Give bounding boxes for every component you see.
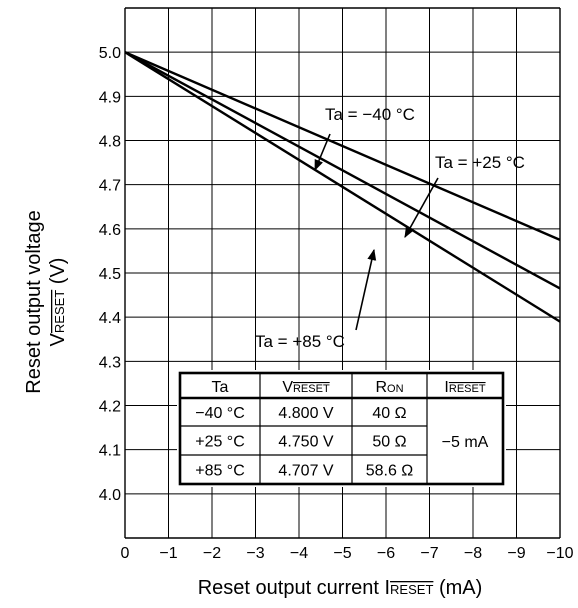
series-label-0: Ta = −40 °C	[325, 105, 415, 124]
x-tick-label-7: −7	[420, 545, 438, 562]
x-tick-label-2: −2	[203, 545, 221, 562]
y-tick-label-2: 4.2	[99, 399, 121, 416]
y-axis-ticks: 4.0 4.1 4.2 4.3 4.4 4.5 4.6 4.7 4.8 4.9 5.0	[99, 45, 121, 504]
table-header-main-0: Ta	[212, 379, 229, 396]
table-header-sub-1: RESET	[293, 383, 330, 395]
table-border	[178, 371, 505, 486]
x-axis-ticks: 0 −1 −2 −3 −4 −5 −6 −7 −8 −9 −10	[121, 545, 574, 562]
table-header-main-2: R	[375, 379, 387, 396]
y-tick-label-1: 4.1	[99, 443, 121, 460]
table-cell-1-0: +25 °C	[195, 434, 245, 451]
y-tick-label-4: 4.4	[99, 310, 121, 327]
x-tick-label-10: −10	[546, 545, 573, 562]
y-tick-label-3: 4.3	[99, 354, 121, 371]
x-tick-label-4: −4	[290, 545, 308, 562]
y-axis-title-sub: RESET	[52, 290, 67, 333]
series-leader-0	[314, 133, 331, 172]
series-leader-2	[355, 248, 377, 331]
table-cell-2-1: 4.707 V	[278, 463, 333, 480]
y-axis-title-unit: (V)	[47, 258, 69, 290]
y-tick-label-0: 4.0	[99, 487, 121, 504]
x-tick-label-3: −3	[246, 545, 264, 562]
series-label-2: Ta = +85 °C	[255, 332, 345, 351]
x-tick-label-6: −6	[377, 545, 395, 562]
y-axis-title: Reset output voltage VRESET (V)	[23, 210, 69, 393]
table-header-2: RON	[375, 379, 403, 396]
x-axis-title-text: Reset output current I	[198, 577, 390, 599]
x-axis-title: Reset output current IRESET (mA)	[198, 577, 483, 599]
y-axis-title-v: V	[47, 332, 69, 346]
annotations: Ta = −40 °C Ta = +25 °C Ta = +85 °C	[255, 105, 525, 351]
y-axis-title-line1: Reset output voltage	[23, 210, 45, 393]
x-tick-label-9: −9	[507, 545, 525, 562]
series-line-0	[124, 51, 561, 241]
x-tick-label-8: −8	[464, 545, 482, 562]
table-cell-1-2: 50 Ω	[372, 434, 406, 451]
x-tick-label-1: −1	[159, 545, 177, 562]
series-label-1: Ta = +25 °C	[435, 153, 525, 172]
table-cell-0-2: 40 Ω	[372, 405, 406, 422]
table-cell-merged-current: −5 mA	[442, 434, 489, 451]
y-axis-title-line2: VRESET (V)	[47, 258, 69, 347]
series-lines	[124, 51, 561, 323]
y-tick-label-6: 4.6	[99, 222, 121, 239]
x-axis-title-unit: (mA)	[433, 577, 482, 599]
y-tick-label-7: 4.7	[99, 178, 121, 195]
series-line-1	[124, 51, 561, 290]
table-header-3: IRESET	[444, 379, 485, 396]
data-table: Ta VRESET RON IRESET−40 °C 4.800 V 40 Ω+25 °C…	[177, 370, 506, 487]
x-tick-label-5: −5	[333, 545, 351, 562]
table-cell-0-1: 4.800 V	[278, 405, 333, 422]
table-header-main-3: I	[444, 379, 448, 396]
y-tick-label-5: 4.5	[99, 266, 121, 283]
table-header-main-1: V	[282, 379, 293, 396]
series-line-2	[124, 51, 561, 323]
table-cell-0-0: −40 °C	[195, 405, 245, 422]
table-background	[177, 370, 506, 487]
table-header-0: Ta	[212, 379, 229, 396]
x-axis-title-sub: RESET	[390, 582, 433, 597]
y-tick-label-10: 5.0	[99, 45, 121, 62]
table-header-sub-3: RESET	[449, 383, 486, 395]
table-cell-1-1: 4.750 V	[278, 434, 333, 451]
series-leader-1	[404, 177, 439, 238]
table-header-1: VRESET	[282, 379, 330, 396]
table-cell-2-2: 58.6 Ω	[366, 463, 414, 480]
y-tick-label-8: 4.8	[99, 134, 121, 151]
y-tick-label-9: 4.9	[99, 89, 121, 106]
table-cell-2-0: +85 °C	[195, 463, 245, 480]
x-tick-label-0: 0	[121, 545, 130, 562]
table-header-sub-2: ON	[387, 383, 404, 395]
